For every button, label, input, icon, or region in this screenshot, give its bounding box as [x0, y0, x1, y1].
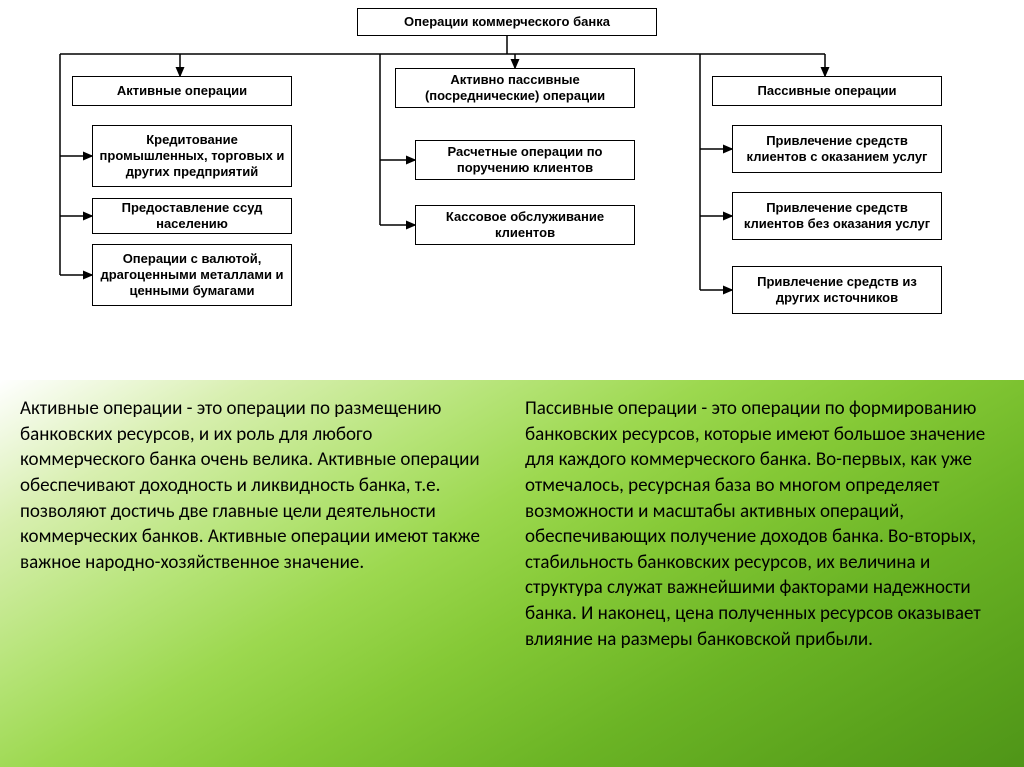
col2-item: Кассовое обслуживание клиентов — [415, 205, 635, 245]
col1-item: Кредитование промышленных, торговых и др… — [92, 125, 292, 187]
flowchart: Операции коммерческого банка Активные оп… — [0, 0, 1024, 380]
active-ops-definition: Активные операции - это операции по разм… — [20, 396, 499, 753]
root-box: Операции коммерческого банка — [357, 8, 657, 36]
col2-header: Активно пассивные (посреднические) опера… — [395, 68, 635, 108]
col3-item: Привлечение средств из других источников — [732, 266, 942, 314]
col3-item: Привлечение средств клиентов с оказанием… — [732, 125, 942, 173]
col2-item: Расчетные операции по поручению клиентов — [415, 140, 635, 180]
passive-ops-definition: Пассивные операции - это операции по фор… — [525, 396, 1004, 753]
col3-item: Привлечение средств клиентов без оказани… — [732, 192, 942, 240]
col1-item: Предоставление ссуд населению — [92, 198, 292, 234]
col3-header: Пассивные операции — [712, 76, 942, 106]
connector-lines — [0, 0, 1024, 380]
definitions-panel: Активные операции - это операции по разм… — [0, 380, 1024, 767]
col1-item: Операции с валютой, драгоценными металла… — [92, 244, 292, 306]
col1-header: Активные операции — [72, 76, 292, 106]
